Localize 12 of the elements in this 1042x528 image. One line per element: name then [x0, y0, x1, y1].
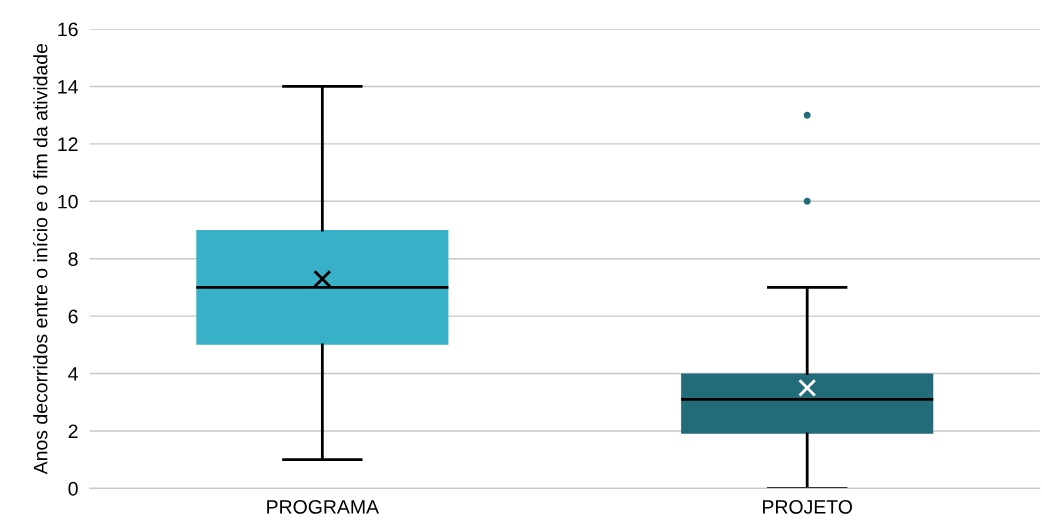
y-tick-label: 16 — [58, 22, 78, 37]
y-tick-label: 14 — [58, 80, 78, 94]
y-tick-label: 0 — [68, 481, 78, 496]
y-tick-label: 4 — [68, 367, 78, 381]
x-tick-label: PROGRAMA — [267, 500, 380, 514]
y-tick-label: 8 — [68, 252, 78, 266]
y-tick-label: 6 — [68, 309, 78, 324]
y-tick-label: 12 — [58, 137, 78, 151]
y-tick-label: 10 — [58, 194, 78, 209]
x-tick-label: PROJETO — [763, 500, 852, 514]
y-tick-label: 2 — [68, 424, 78, 439]
y-axis-title: Anos decorridos entre o início e o fim da atividade — [32, 43, 48, 475]
